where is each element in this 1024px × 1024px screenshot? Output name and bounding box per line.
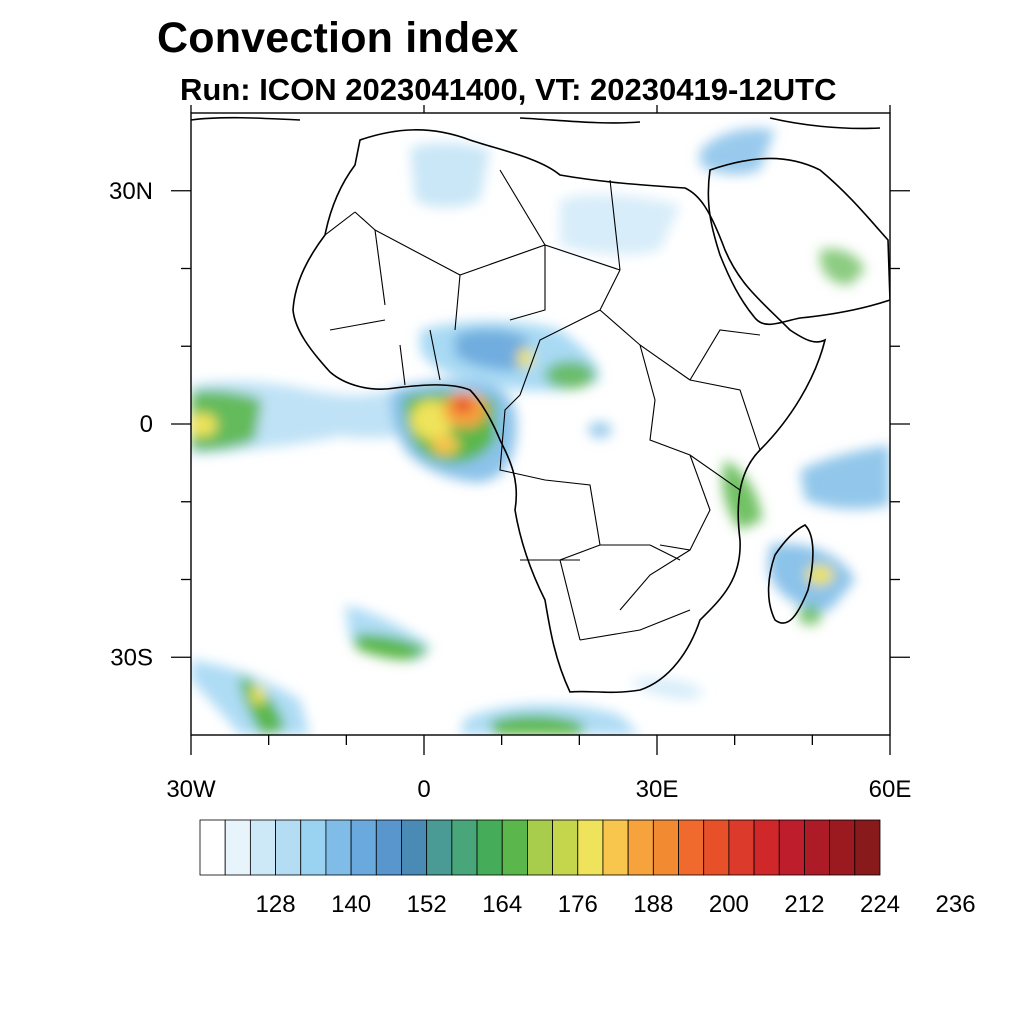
colorbar-swatch <box>577 819 604 876</box>
colorbar-swatch <box>627 819 654 876</box>
colorbar-swatch <box>224 819 251 876</box>
colorbar-swatch <box>678 819 705 876</box>
colorbar-swatch <box>476 819 503 876</box>
colorbar-swatch <box>527 819 553 876</box>
colorbar-swatch <box>854 819 881 876</box>
convection-area <box>588 422 612 438</box>
convection-area <box>251 685 265 705</box>
arabia-coastline <box>707 157 890 326</box>
y-tick-label: 30N <box>109 178 153 205</box>
convection-area <box>455 329 530 371</box>
colorbar-swatch <box>199 819 226 876</box>
convection-area <box>517 348 533 368</box>
convection-area <box>545 361 595 389</box>
x-tick-label: 30E <box>636 776 679 803</box>
convection-area <box>800 445 890 510</box>
colorbar-swatch <box>753 819 780 876</box>
convection-area <box>700 128 775 175</box>
colorbar-swatch <box>501 819 528 876</box>
border-line <box>324 169 761 641</box>
colorbar-label: 140 <box>331 891 371 918</box>
convection-area <box>560 194 680 255</box>
colorbar-swatch <box>275 819 302 876</box>
colorbar-label: 188 <box>633 891 673 918</box>
colorbar-swatch <box>401 819 428 876</box>
colorbar-swatch <box>652 819 679 876</box>
convection-area <box>819 248 865 285</box>
colorbar-label: 128 <box>256 891 296 918</box>
convection-field <box>191 116 890 735</box>
convection-area <box>240 675 285 735</box>
colorbar-swatch <box>325 819 352 876</box>
convection-area <box>453 397 473 413</box>
convection-area <box>191 413 217 437</box>
convection-area <box>431 435 459 455</box>
colorbar-swatch <box>300 819 327 876</box>
colorbar-label: 176 <box>558 891 598 918</box>
colorbar-swatch <box>451 819 478 876</box>
colorbar-swatch <box>829 819 856 876</box>
colorbar-swatch <box>804 819 831 876</box>
colorbar-swatch <box>778 819 805 876</box>
x-tick-label: 30W <box>166 776 216 803</box>
convection-area <box>630 678 705 700</box>
colorbar-label: 212 <box>784 891 824 918</box>
y-tick-label: 0 <box>140 411 153 438</box>
convection-area <box>722 460 762 530</box>
colorbar: 128 140 152 164 176 188 200 212 224 236 <box>199 819 976 918</box>
colorbar-swatch <box>426 819 453 876</box>
convection-area <box>410 142 490 208</box>
madagascar-coastline <box>767 524 814 624</box>
colorbar-swatch <box>375 819 402 876</box>
convection-area <box>355 634 430 660</box>
convection-area <box>806 565 834 585</box>
chart-subtitle: Run: ICON 2023041400, VT: 20230419-12UTC <box>180 72 837 107</box>
x-tick-label: 60E <box>869 776 912 803</box>
country-borders <box>324 169 761 641</box>
axis-labels: 30W 0 30E 60E 30N 0 30S <box>109 178 911 803</box>
x-tick-label: 0 <box>417 776 430 803</box>
y-tick-label: 30S <box>110 644 153 671</box>
coastlines <box>191 116 890 694</box>
colorbar-swatch <box>350 819 377 876</box>
chart-title: Convection index <box>157 14 519 62</box>
colorbar-swatch <box>703 819 730 876</box>
convection-area <box>798 605 822 625</box>
colorbar-label: 236 <box>936 891 976 918</box>
convection-area <box>490 715 585 735</box>
colorbar-label: 224 <box>860 891 900 918</box>
colorbar-label: 152 <box>407 891 447 918</box>
axis-ticks <box>171 105 910 755</box>
colorbar-swatch <box>728 819 755 876</box>
europe-coastline <box>191 116 881 130</box>
colorbar-label: 200 <box>709 891 749 918</box>
colorbar-label: 164 <box>482 891 522 918</box>
colorbar-swatch <box>249 819 276 876</box>
colorbar-swatch <box>552 819 579 876</box>
colorbar-swatch <box>602 819 629 876</box>
africa-coastline <box>292 129 827 694</box>
